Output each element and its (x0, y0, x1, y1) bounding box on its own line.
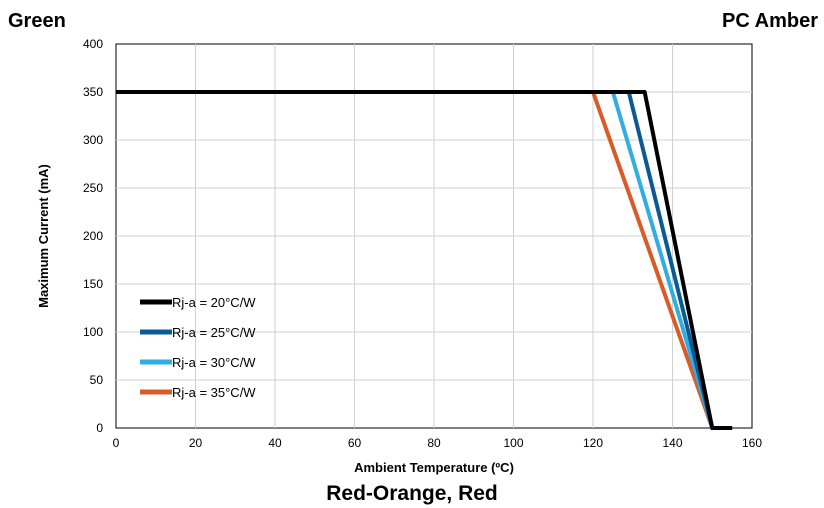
y-tick-labels: 0 50 100 150 200 250 300 350 400 (83, 37, 103, 435)
chart-title-bottom: Red-Orange, Red (326, 482, 498, 505)
x-tick-label: 0 (113, 436, 120, 450)
series-lines (116, 90, 733, 430)
legend-label: Rj-a = 35°C/W (172, 385, 256, 400)
grid-lines (116, 44, 752, 428)
series-line (116, 90, 733, 430)
y-tick-label: 150 (83, 277, 103, 291)
y-tick-label: 100 (83, 325, 103, 339)
x-tick-label: 60 (348, 436, 362, 450)
legend-label: Rj-a = 20°C/W (172, 295, 256, 310)
x-tick-label: 120 (583, 436, 603, 450)
x-tick-label: 80 (427, 436, 441, 450)
x-axis-label: Ambient Temperature (ºC) (354, 460, 514, 475)
legend-label: Rj-a = 25°C/W (172, 325, 256, 340)
x-tick-label: 40 (268, 436, 282, 450)
legend-label: Rj-a = 30°C/W (172, 355, 256, 370)
legend: Rj-a = 20°C/W Rj-a = 25°C/W Rj-a = 30°C/W R… (140, 295, 256, 400)
x-tick-label: 140 (662, 436, 682, 450)
x-tick-label: 20 (189, 436, 203, 450)
y-tick-label: 50 (90, 373, 104, 387)
y-tick-label: 200 (83, 229, 103, 243)
y-tick-label: 350 (83, 85, 103, 99)
y-tick-label: 300 (83, 133, 103, 147)
y-axis-label: Maximum Current (mA) (36, 164, 51, 308)
y-tick-label: 250 (83, 181, 103, 195)
y-tick-label: 0 (96, 421, 103, 435)
x-tick-labels: 0 20 40 60 80 100 120 140 160 (113, 436, 763, 450)
x-tick-label: 160 (742, 436, 762, 450)
chart-title-left: Green (8, 10, 66, 32)
y-tick-label: 400 (83, 37, 103, 51)
chart-title-right: PC Amber (722, 10, 818, 32)
x-tick-label: 100 (503, 436, 523, 450)
